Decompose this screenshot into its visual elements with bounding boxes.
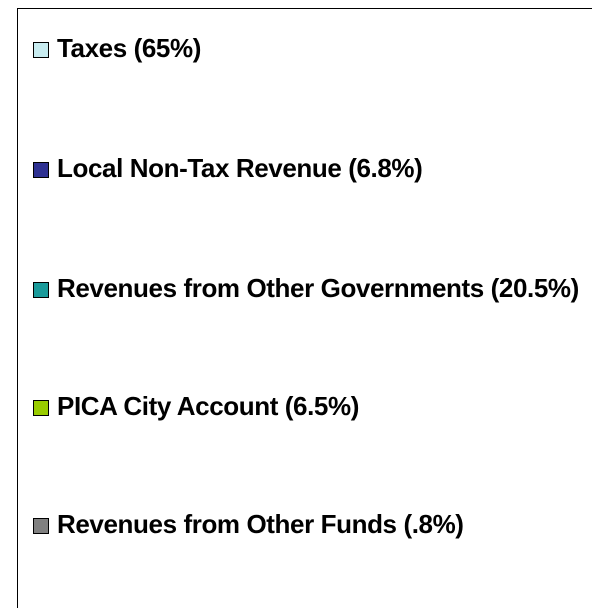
legend-swatch bbox=[33, 282, 49, 298]
legend-swatch bbox=[33, 518, 49, 534]
legend-label: Local Non-Tax Revenue (6.8%) bbox=[57, 153, 423, 183]
legend-label: Revenues from Other Governments (20.5%) bbox=[57, 273, 579, 303]
legend-label: Revenues from Other Funds (.8%) bbox=[57, 509, 464, 539]
legend-label: PICA City Account (6.5%) bbox=[57, 391, 359, 421]
legend-label: Taxes (65%) bbox=[57, 33, 201, 63]
legend-swatch bbox=[33, 42, 49, 58]
legend-swatch bbox=[33, 400, 49, 416]
legend-swatch bbox=[33, 162, 49, 178]
page: Taxes (65%) Local Non-Tax Revenue (6.8%) R… bbox=[17, 8, 592, 608]
legend-frame bbox=[17, 8, 592, 608]
